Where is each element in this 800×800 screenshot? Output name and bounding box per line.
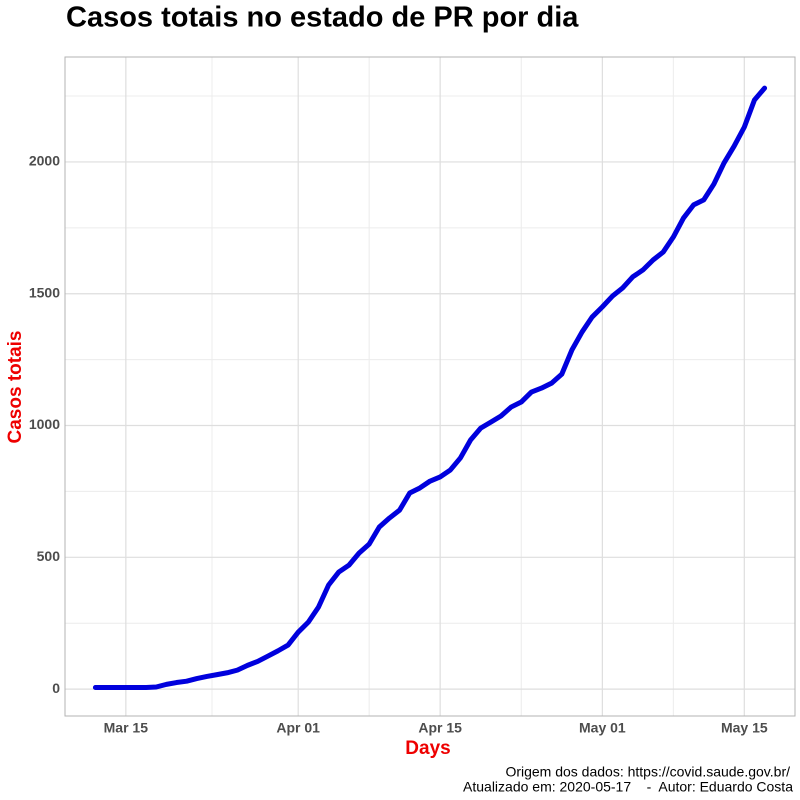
x-tick-label: May 01: [579, 720, 626, 736]
panel-border: [64, 56, 796, 717]
x-tick-label: Mar 15: [104, 720, 149, 736]
x-axis-label: Days: [405, 738, 450, 759]
y-tick-label: 0: [52, 680, 60, 696]
caption: Origem dos dados: https://covid.saude.go…: [505, 764, 790, 780]
y-axis-label: Casos totais: [5, 331, 26, 444]
y-tick-label: 1000: [29, 416, 60, 432]
x-tick-label: Apr 01: [276, 720, 320, 736]
x-tick-label: Apr 15: [418, 720, 462, 736]
x-tick-label: May 15: [721, 720, 768, 736]
chart-title: Casos totais no estado de PR por dia: [66, 2, 579, 34]
caption: Atualizado em: 2020-05-17 - Autor: Eduar…: [463, 779, 793, 795]
y-tick-label: 500: [37, 548, 61, 564]
data-line: [92, 85, 768, 691]
y-tick-label: 1500: [29, 284, 60, 300]
y-tick-label: 2000: [29, 153, 60, 169]
